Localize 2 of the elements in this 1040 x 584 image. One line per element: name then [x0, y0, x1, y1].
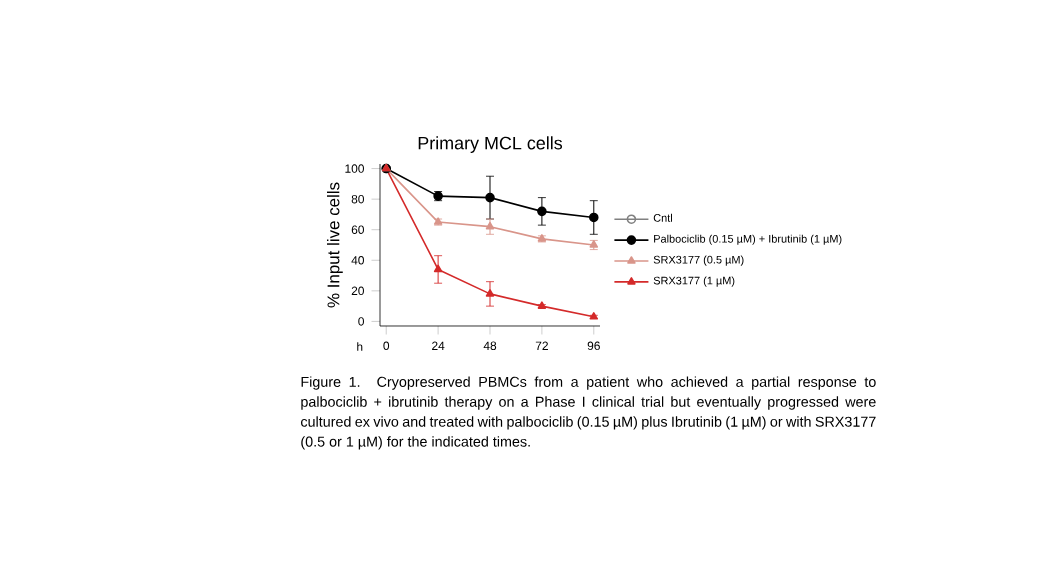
chart-title: Primary MCL cells	[418, 136, 563, 153]
y-axis-title: % Input live cells	[326, 182, 343, 308]
